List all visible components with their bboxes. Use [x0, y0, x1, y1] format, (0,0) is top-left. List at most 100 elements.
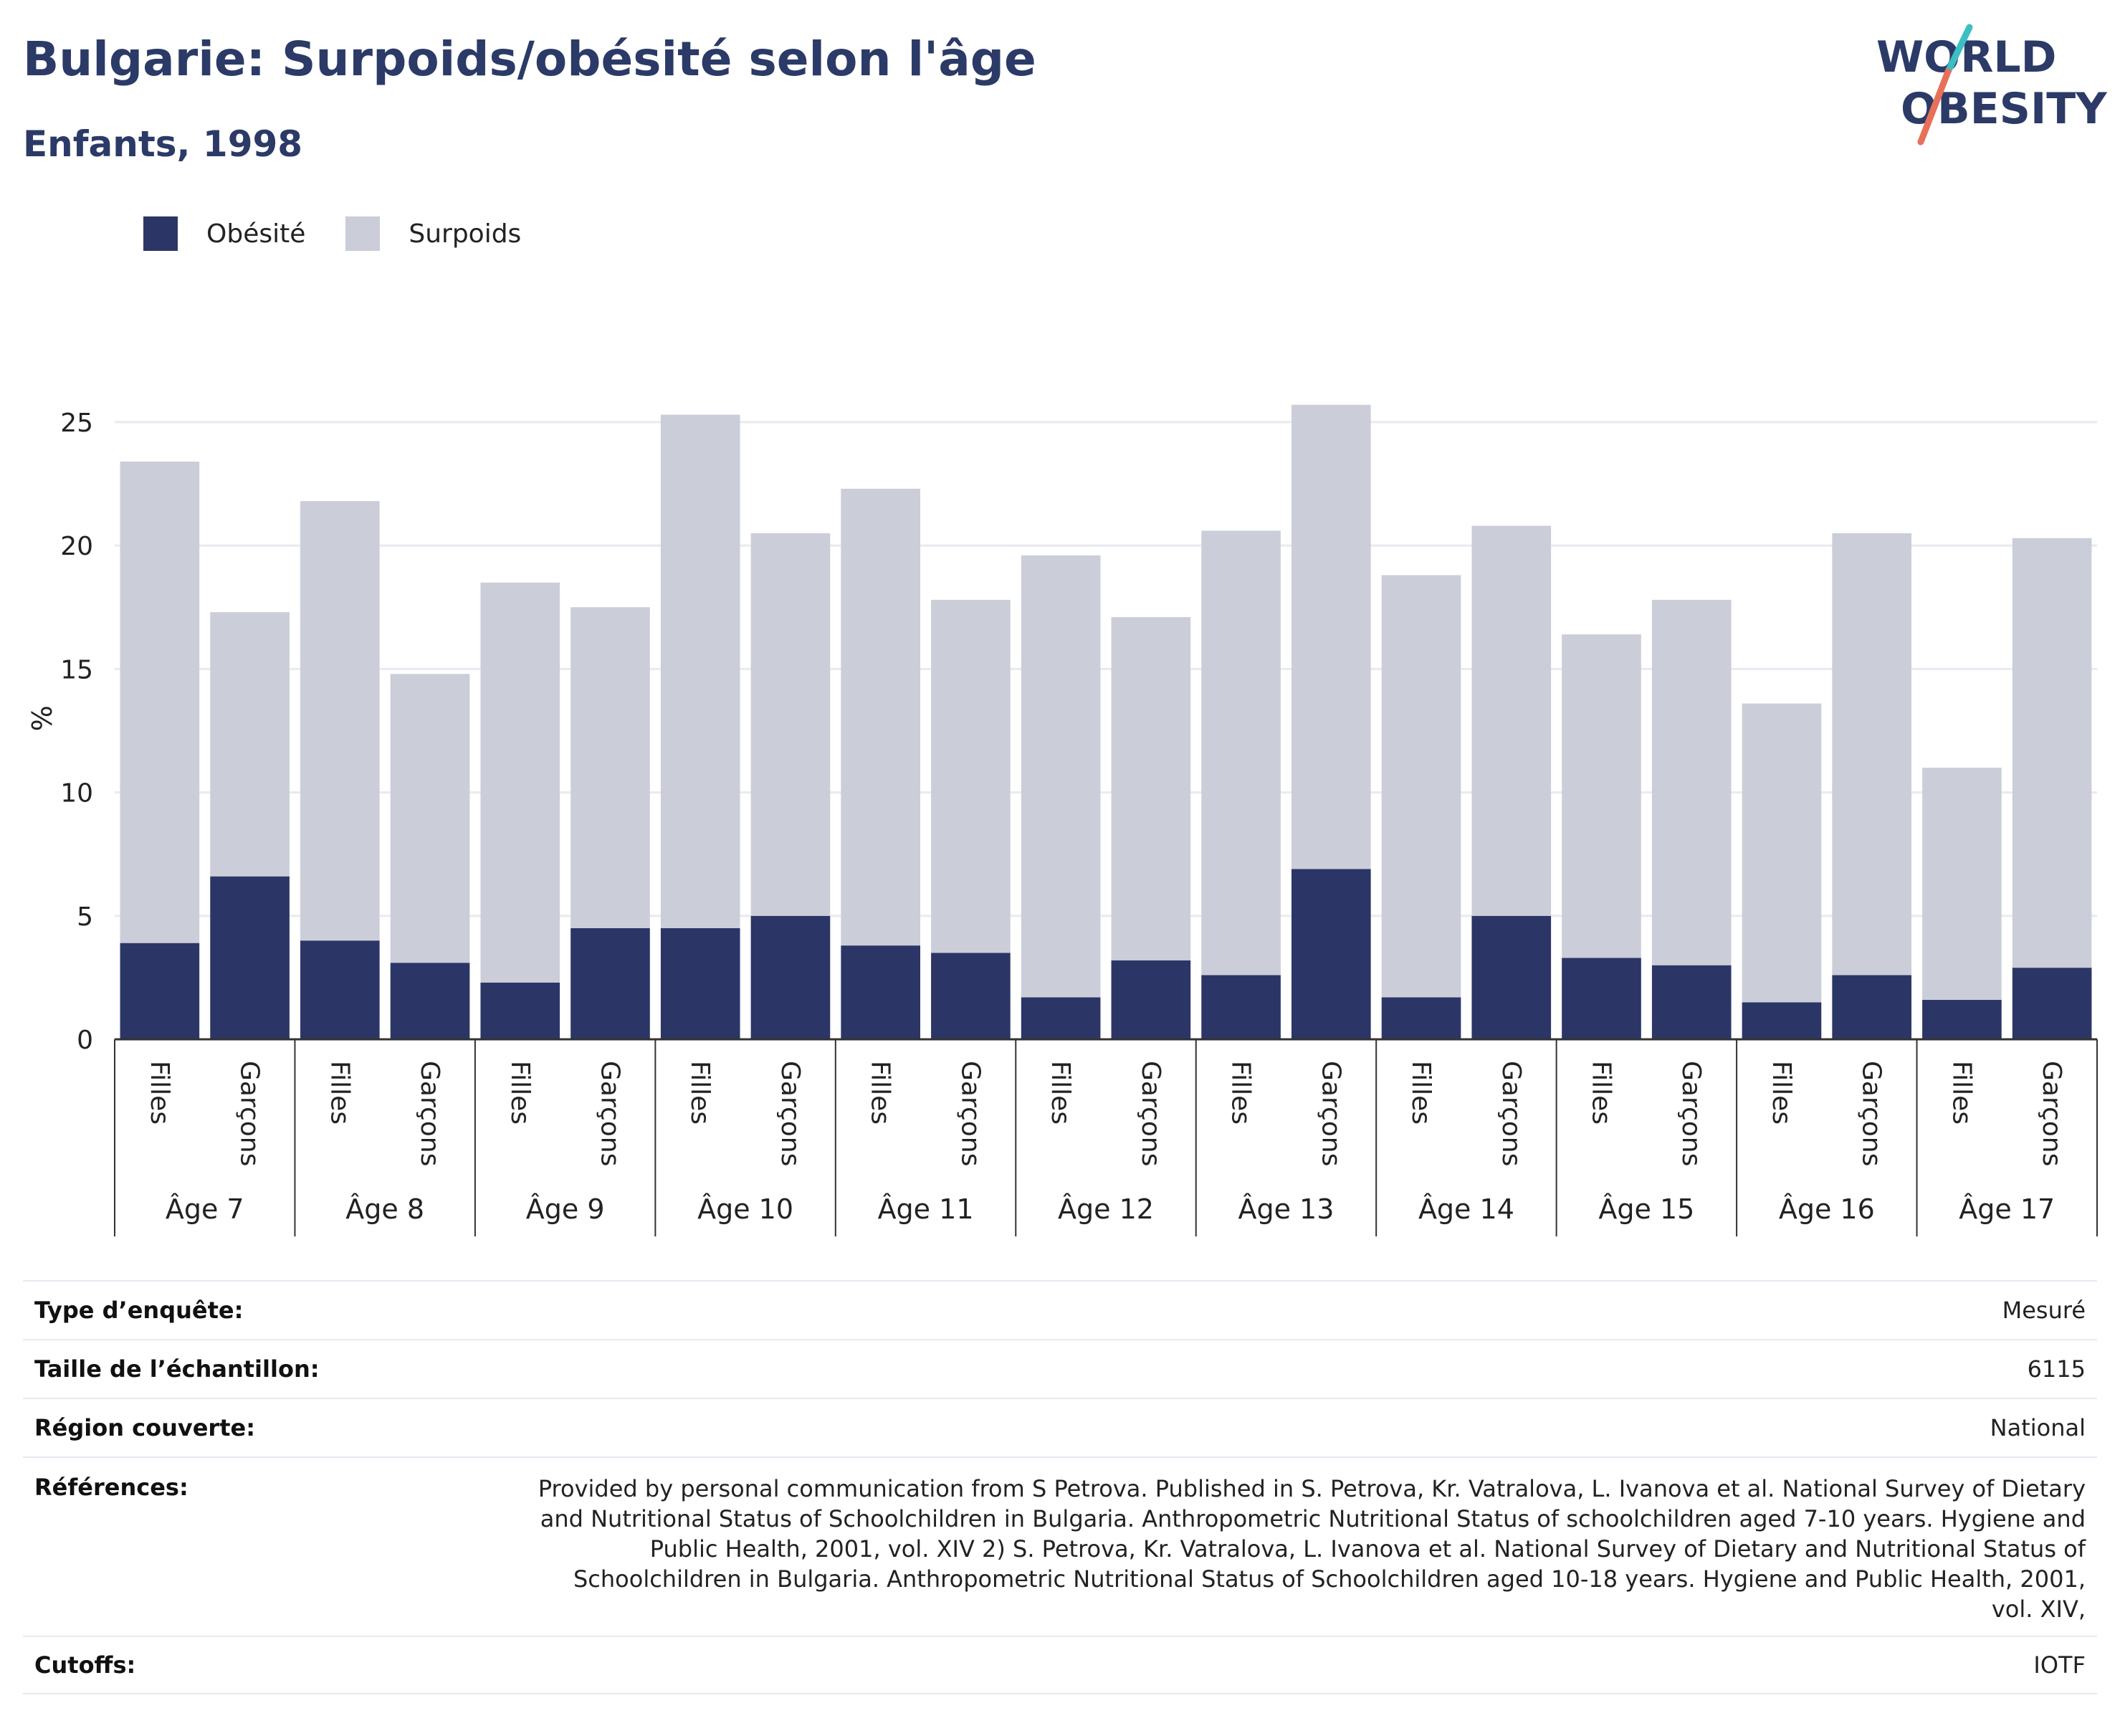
x-group-label: Âge 10: [697, 1193, 793, 1225]
info-value: Mesuré: [2002, 1297, 2086, 1324]
bar-obesite: [480, 982, 560, 1039]
x-subcategory-label: Garçons: [235, 1061, 264, 1166]
x-subcategory-label: Garçons: [1676, 1061, 1706, 1166]
bar-surpoids: [300, 501, 380, 941]
x-group-label: Âge 17: [1959, 1193, 2055, 1225]
y-tick-label: 5: [77, 902, 93, 932]
x-subcategory-label: Garçons: [955, 1061, 985, 1166]
x-subcategory-label: Garçons: [596, 1061, 625, 1166]
x-subcategory-label: Filles: [1406, 1061, 1436, 1125]
bar-surpoids: [1832, 533, 1912, 976]
x-subcategory-label: Filles: [1587, 1061, 1616, 1125]
y-axis-label: %: [27, 705, 58, 731]
x-subcategory-label: Filles: [1947, 1061, 1976, 1125]
bar-surpoids: [1291, 404, 1371, 869]
info-label: Type d’enquête:: [34, 1297, 244, 1324]
bar-obesite: [1291, 869, 1371, 1039]
info-value-references: Provided by personal communication from …: [538, 1475, 2086, 1623]
x-subcategory-label: Garçons: [1316, 1061, 1345, 1166]
bar-obesite: [570, 928, 650, 1039]
bar-surpoids: [1651, 599, 1732, 965]
bar-obesite: [660, 928, 740, 1039]
bar-obesite: [1111, 960, 1191, 1039]
x-group-label: Âge 14: [1418, 1193, 1514, 1225]
bar-surpoids: [1922, 768, 2002, 1000]
bar-surpoids: [390, 674, 470, 963]
info-label: Références:: [34, 1474, 188, 1501]
bar-surpoids: [1201, 530, 1281, 976]
stacked-bar-chart: 0 5 10 15 20 25% Filles Garçons Âge 7 Filles Garço…: [27, 404, 2098, 1236]
y-tick-label: 25: [60, 409, 93, 438]
chart-legend: Obésité Surpoids: [143, 212, 561, 255]
x-subcategory-label: Filles: [866, 1061, 895, 1125]
x-subcategory-label: Garçons: [415, 1061, 444, 1166]
bar-surpoids: [1742, 703, 1822, 1003]
x-subcategory-label: Garçons: [1496, 1061, 1526, 1166]
legend-swatch-surpoids: [345, 216, 381, 251]
x-group-label: Âge 7: [166, 1193, 244, 1225]
x-subcategory-label: Filles: [145, 1061, 174, 1125]
info-value: National: [1990, 1414, 2086, 1441]
x-subcategory-label: Filles: [1046, 1061, 1075, 1125]
x-group-label: Âge 13: [1238, 1193, 1334, 1225]
bar-obesite: [1651, 965, 1732, 1039]
info-row-references: Références: Provided by personal communi…: [23, 1456, 2097, 1636]
bar-obesite: [1471, 915, 1552, 1039]
info-row-survey-type: Type d’enquête: Mesuré: [23, 1280, 2097, 1339]
world-obesity-logo: WORLD OBESITY: [1876, 24, 2107, 146]
info-label: Taille de l’échantillon:: [34, 1355, 320, 1383]
bar-obesite: [1381, 997, 1461, 1039]
bar-obesite: [1021, 997, 1101, 1039]
legend-swatch-obesite: [143, 216, 178, 251]
bar-surpoids: [1562, 634, 1641, 958]
bar-obesite: [931, 953, 1011, 1039]
logo-slash-bottom: [1917, 68, 1952, 146]
chart-title: Bulgarie: Surpoids/obésité selon l'âge: [23, 32, 1036, 87]
y-tick-label: 15: [60, 655, 93, 685]
bar-obesite: [1832, 975, 1912, 1039]
legend-label-surpoids: Surpoids: [409, 219, 522, 249]
x-group-label: Âge 15: [1598, 1193, 1694, 1225]
x-subcategory-label: Filles: [1226, 1061, 1256, 1125]
legend-item-obesite[interactable]: Obésité: [143, 216, 305, 251]
bar-surpoids: [480, 582, 560, 983]
x-subcategory-label: Garçons: [2037, 1061, 2066, 1166]
chart-subtitle: Enfants, 1998: [23, 123, 303, 165]
x-subcategory-label: Filles: [505, 1061, 535, 1125]
x-subcategory-label: Garçons: [1857, 1061, 1886, 1166]
bar-obesite: [1742, 1002, 1822, 1039]
x-subcategory-label: Filles: [685, 1061, 715, 1125]
bar-surpoids: [841, 488, 921, 946]
bar-obesite: [390, 963, 470, 1039]
bar-obesite: [2012, 968, 2092, 1039]
x-group-label: Âge 9: [526, 1193, 605, 1225]
y-tick-label: 20: [60, 532, 93, 561]
info-value: IOTF: [2033, 1651, 2086, 1679]
bar-obesite: [1201, 975, 1281, 1039]
bar-surpoids: [2012, 538, 2092, 968]
bar-surpoids: [750, 533, 831, 916]
x-group-label: Âge 8: [345, 1193, 424, 1225]
x-subcategory-label: Filles: [1767, 1061, 1796, 1125]
x-subcategory-label: Filles: [325, 1061, 354, 1125]
x-subcategory-label: Garçons: [1136, 1061, 1165, 1166]
legend-item-surpoids[interactable]: Surpoids: [345, 216, 521, 251]
bar-surpoids: [120, 462, 200, 943]
y-tick-label: 10: [60, 779, 93, 809]
bar-obesite: [120, 943, 200, 1039]
survey-info-table: Type d’enquête: Mesuré Taille de l’échan…: [23, 1280, 2097, 1694]
bar-obesite: [1922, 999, 2002, 1039]
bar-surpoids: [570, 607, 650, 928]
logo-slash-top: [1944, 24, 1973, 75]
x-group-label: Âge 12: [1058, 1193, 1154, 1225]
legend-label-obesite: Obésité: [206, 219, 306, 249]
info-row-region: Région couverte: National: [23, 1398, 2097, 1456]
bar-obesite: [300, 940, 380, 1039]
bar-surpoids: [1471, 525, 1552, 916]
x-group-label: Âge 11: [878, 1193, 974, 1225]
bar-surpoids: [660, 414, 740, 928]
x-group-label: Âge 16: [1779, 1193, 1875, 1225]
bar-surpoids: [210, 612, 290, 877]
bar-surpoids: [931, 599, 1011, 953]
info-row-sample-size: Taille de l’échantillon: 6115: [23, 1339, 2097, 1398]
